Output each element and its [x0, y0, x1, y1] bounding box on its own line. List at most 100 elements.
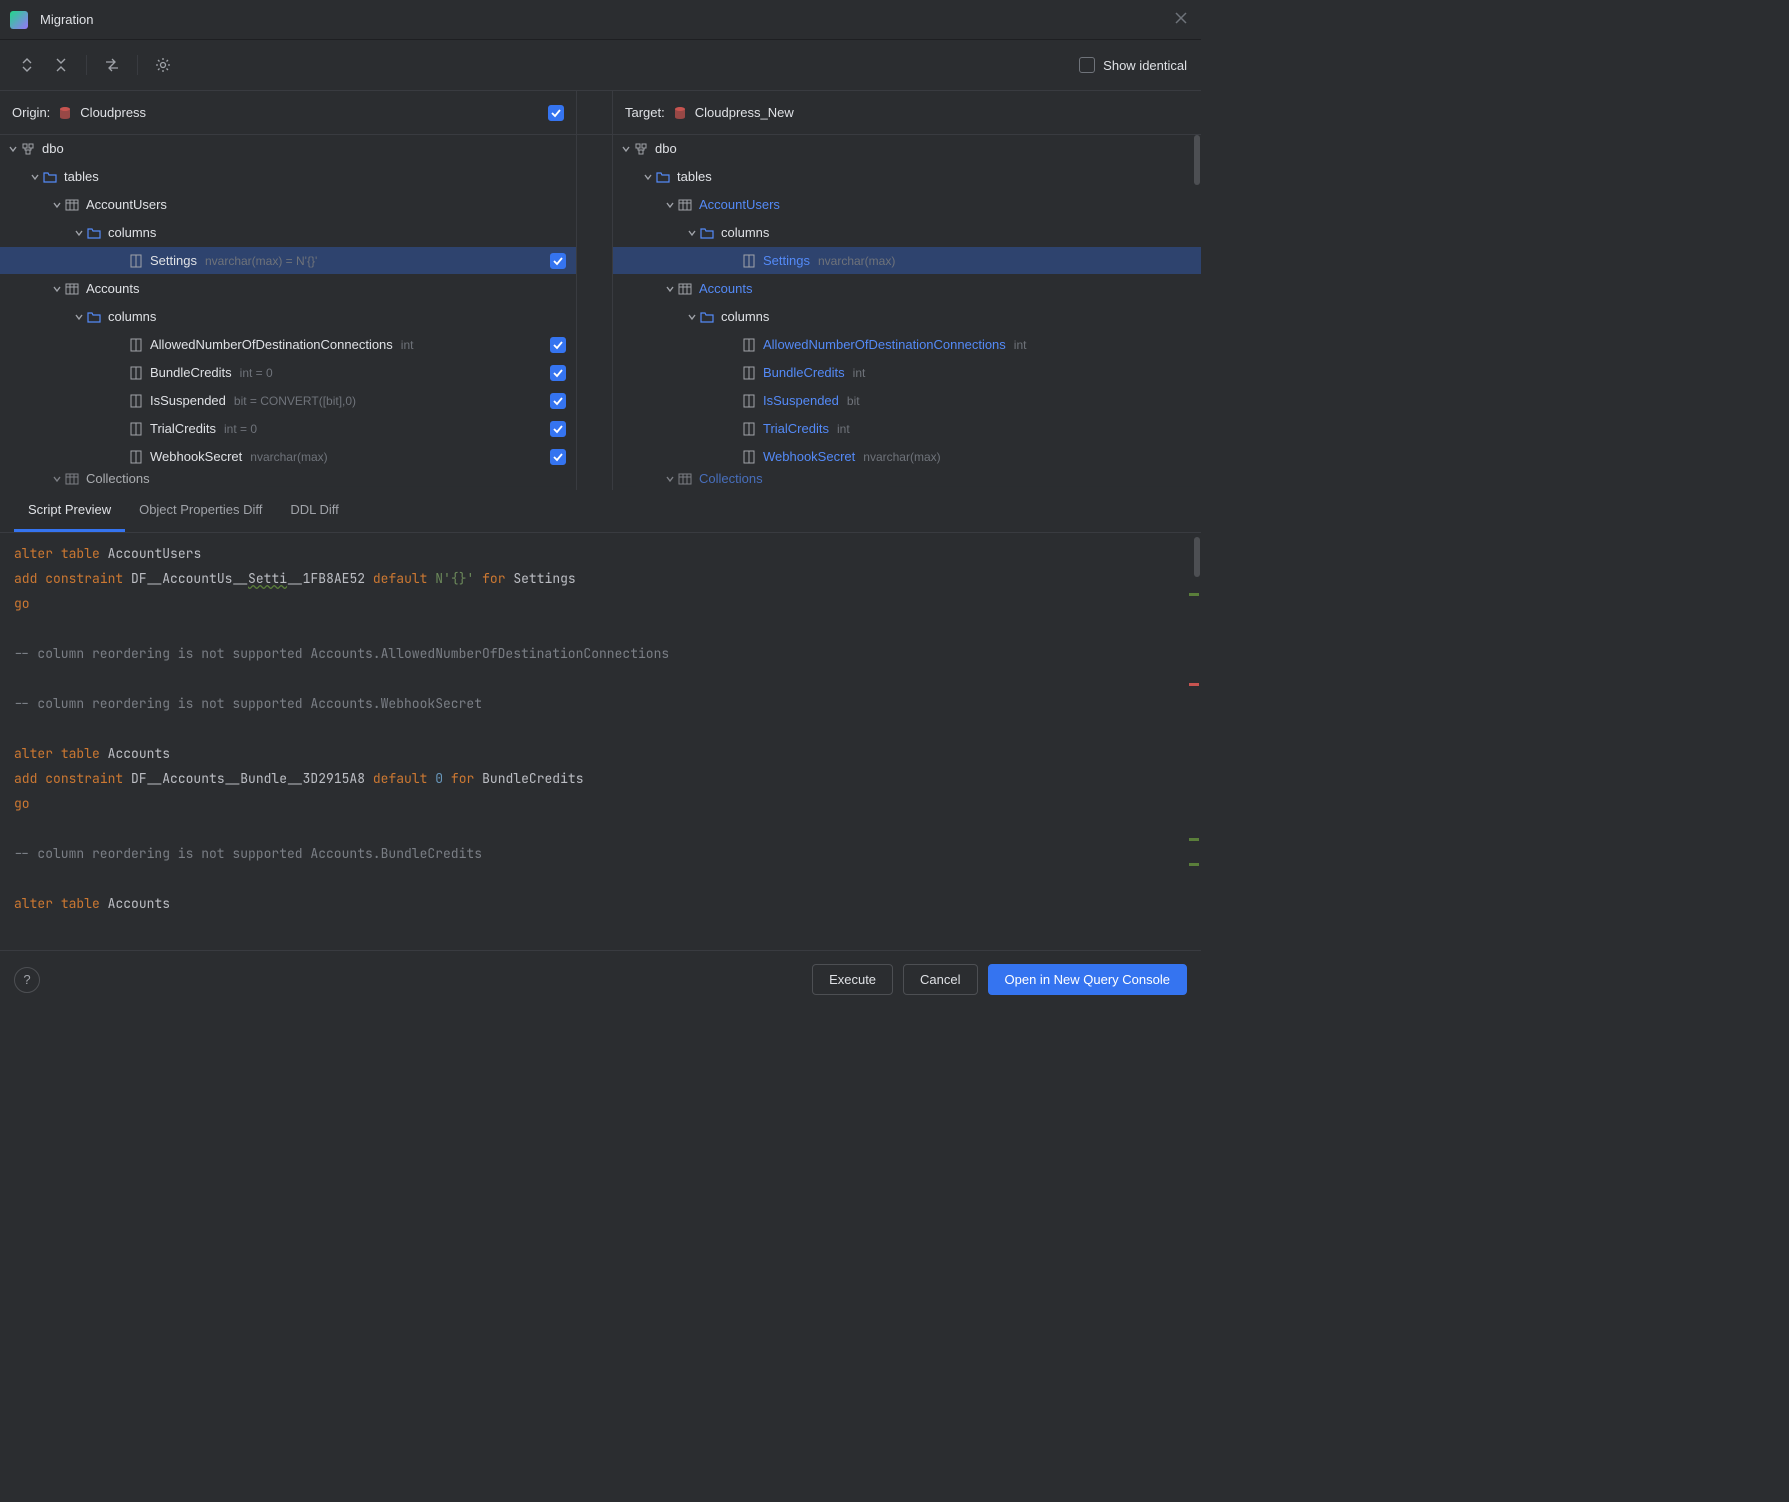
tree-row[interactable]: columns	[613, 303, 1201, 331]
row-type: int = 0	[224, 422, 257, 436]
tree-row[interactable]: TrialCredits int	[613, 415, 1201, 443]
tree-row[interactable]: IsSuspended bit	[613, 387, 1201, 415]
chevron-down-icon	[619, 142, 633, 156]
column-name: BundleCredits	[763, 365, 845, 380]
tree-row[interactable]: IsSuspended bit = CONVERT([bit],0)	[0, 387, 576, 415]
row-type-icon	[677, 281, 693, 297]
tree-row[interactable]: AllowedNumberOfDestinationConnections in…	[0, 331, 576, 359]
tree-row[interactable]: columns	[0, 303, 576, 331]
column-name: Settings	[763, 253, 810, 268]
tab-object-properties-diff[interactable]: Object Properties Diff	[125, 490, 276, 532]
show-identical-checkbox[interactable]: Show identical	[1079, 57, 1187, 73]
open-console-button[interactable]: Open in New Query Console	[988, 964, 1187, 995]
tree-row[interactable]: dbo	[613, 135, 1201, 163]
cancel-button[interactable]: Cancel	[903, 964, 977, 995]
chevron-down-icon	[663, 472, 677, 486]
chevron-down-icon	[114, 422, 128, 436]
tree-row[interactable]: columns	[613, 219, 1201, 247]
row-type: bit = CONVERT([bit],0)	[234, 394, 356, 408]
tree-row[interactable]: Settings nvarchar(max)	[613, 247, 1201, 275]
tree-row[interactable]: WebhookSecret nvarchar(max)	[0, 443, 576, 471]
tree-row[interactable]: WebhookSecret nvarchar(max)	[613, 443, 1201, 471]
origin-checkbox[interactable]	[548, 105, 564, 121]
chevron-down-icon	[727, 366, 741, 380]
folder-name: tables	[64, 169, 99, 184]
tabs: Script Preview Object Properties Diff DD…	[0, 490, 1201, 533]
gear-icon[interactable]	[150, 52, 176, 78]
tree-row[interactable]: tables	[0, 163, 576, 191]
migration-window: Migration Show identical Origin	[0, 0, 1201, 1008]
tree-row[interactable]: BundleCredits int	[613, 359, 1201, 387]
folder-name: columns	[108, 225, 156, 240]
tree-row[interactable]: TrialCredits int = 0	[0, 415, 576, 443]
tab-script-preview[interactable]: Script Preview	[14, 490, 125, 532]
help-icon[interactable]: ?	[14, 967, 40, 993]
collapse-all-icon[interactable]	[48, 52, 74, 78]
row-checkbox[interactable]	[550, 393, 566, 409]
row-type-icon	[64, 471, 80, 487]
row-checkbox[interactable]	[550, 337, 566, 353]
row-type-icon	[699, 309, 715, 325]
row-type-icon	[741, 337, 757, 353]
gutter-mark	[1189, 838, 1199, 841]
expand-all-icon[interactable]	[14, 52, 40, 78]
gutter-mark	[1189, 593, 1199, 596]
tree-row[interactable]: Accounts	[0, 275, 576, 303]
row-type-icon	[86, 309, 102, 325]
tree-row[interactable]: AllowedNumberOfDestinationConnections in…	[613, 331, 1201, 359]
chevron-down-icon	[685, 226, 699, 240]
chevron-down-icon	[727, 254, 741, 268]
close-icon[interactable]	[1175, 12, 1191, 28]
row-type: int	[853, 366, 866, 380]
chevron-down-icon	[114, 254, 128, 268]
chevron-down-icon	[114, 366, 128, 380]
tree-row[interactable]: AccountUsers	[0, 191, 576, 219]
table-name: AccountUsers	[699, 197, 780, 212]
row-type-icon	[42, 169, 58, 185]
row-type-icon	[677, 197, 693, 213]
row-type-icon	[741, 253, 757, 269]
checkbox-icon	[1079, 57, 1095, 73]
tree-row[interactable]: AccountUsers	[613, 191, 1201, 219]
swap-icon[interactable]	[99, 52, 125, 78]
tree-row[interactable]: BundleCredits int = 0	[0, 359, 576, 387]
scrollbar[interactable]	[1194, 135, 1200, 185]
table-name: Accounts	[699, 281, 752, 296]
tab-ddl-diff[interactable]: DDL Diff	[276, 490, 352, 532]
chevron-down-icon	[114, 394, 128, 408]
tree-row[interactable]: dbo	[0, 135, 576, 163]
table-name: Collections	[86, 471, 150, 486]
row-type-icon	[741, 393, 757, 409]
editor-scrollbar[interactable]	[1194, 537, 1200, 577]
chevron-down-icon	[727, 394, 741, 408]
row-checkbox[interactable]	[550, 253, 566, 269]
origin-header: Origin: Cloudpress	[0, 91, 576, 135]
code-line: alter table Accounts	[14, 741, 1187, 766]
row-checkbox[interactable]	[550, 365, 566, 381]
code-line	[14, 716, 1187, 741]
chevron-down-icon	[727, 422, 741, 436]
row-checkbox[interactable]	[550, 421, 566, 437]
tree-row[interactable]: tables	[613, 163, 1201, 191]
tree-row[interactable]: Accounts	[613, 275, 1201, 303]
origin-connection: Cloudpress	[80, 105, 146, 120]
editor-gutter	[1187, 533, 1201, 950]
schema-name: dbo	[655, 141, 677, 156]
target-tree[interactable]: dbo tables AccountUsers columns Settings…	[613, 135, 1201, 490]
execute-button[interactable]: Execute	[812, 964, 893, 995]
row-type: int	[1014, 338, 1027, 352]
tree-row[interactable]: Collections	[0, 471, 576, 487]
target-side: Target: Cloudpress_New dbo tables Accoun…	[613, 91, 1201, 490]
script-editor[interactable]: alter table AccountUsers add constraint …	[0, 533, 1201, 950]
tree-row[interactable]: Collections	[613, 471, 1201, 487]
code-line	[14, 866, 1187, 891]
app-icon	[10, 11, 28, 29]
column-name: IsSuspended	[150, 393, 226, 408]
tree-row[interactable]: columns	[0, 219, 576, 247]
origin-side: Origin: Cloudpress dbo tables AccountUse…	[0, 91, 577, 490]
row-type: int	[401, 338, 414, 352]
row-checkbox[interactable]	[550, 449, 566, 465]
chevron-down-icon	[6, 142, 20, 156]
origin-tree[interactable]: dbo tables AccountUsers columns Settings…	[0, 135, 576, 490]
tree-row[interactable]: Settings nvarchar(max) = N'{}'	[0, 247, 576, 275]
